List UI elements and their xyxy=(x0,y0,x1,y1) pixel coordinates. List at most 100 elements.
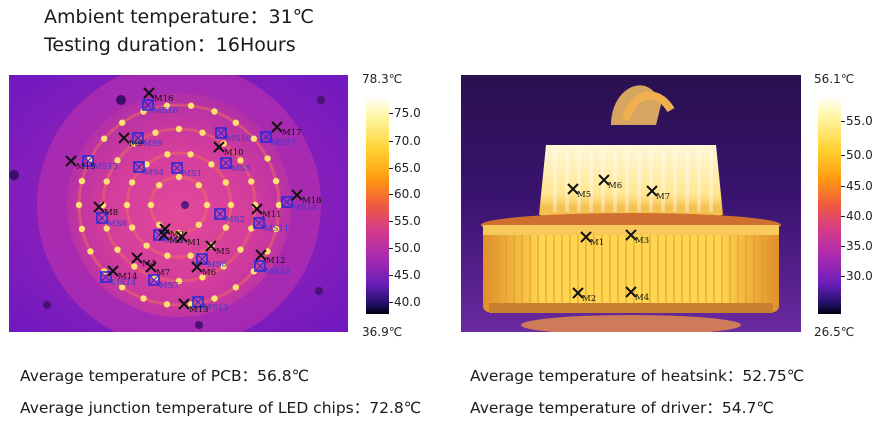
marker-label-m5: M5 xyxy=(216,247,230,257)
colorbar-tick-mark xyxy=(389,113,393,114)
marker-m7-cross xyxy=(145,261,157,273)
colorbar-tick-label: 65.0 xyxy=(394,161,421,175)
marker-ms16-box xyxy=(142,99,154,111)
marker-ms4-box xyxy=(133,161,145,173)
marker-ms9-box xyxy=(132,132,144,144)
colorbar-tick-label: 50.0 xyxy=(846,148,873,162)
marker-m4-cross xyxy=(131,252,143,264)
marker-label-ms6: MS6 xyxy=(207,260,227,270)
marker-m1-cross xyxy=(176,231,188,243)
heatsink-marker-label-m3: M3 xyxy=(635,236,649,246)
marker-m15-cross xyxy=(65,155,77,167)
marker-label-ms3: MS3 xyxy=(164,236,184,246)
colorbar-tick-mark xyxy=(841,216,845,217)
colorbar-tick-mark xyxy=(389,221,393,222)
ambient-temperature: Ambient temperature：31℃ xyxy=(44,6,315,28)
marker-ms10-box xyxy=(215,127,227,139)
marker-m9-cross xyxy=(118,132,130,144)
colorbar-tick-mark xyxy=(389,275,393,276)
marker-ms5-box xyxy=(220,157,232,169)
marker-label-ms11: MS11 xyxy=(264,224,289,234)
marker-m6-cross xyxy=(191,261,203,273)
marker-ms17-box xyxy=(260,131,272,143)
left-scale-min: 36.9℃ xyxy=(362,325,403,339)
heatsink-marker-label-m4: M4 xyxy=(635,293,649,303)
marker-m13-cross xyxy=(178,298,190,310)
marker-label-m11: M11 xyxy=(262,210,282,220)
marker-ms12-box xyxy=(254,260,266,272)
colorbar-tick-label: 45.0 xyxy=(394,268,421,282)
marker-label-m8: M8 xyxy=(104,208,118,218)
marker-label-ms14: MS14 xyxy=(111,278,136,288)
marker-m3-cross xyxy=(158,229,170,241)
marker-label-m14: M14 xyxy=(118,272,138,282)
marker-label-ms15: MS15 xyxy=(93,162,118,172)
heatsink-marker-label-m2: M2 xyxy=(582,294,596,304)
marker-m14-cross xyxy=(107,265,119,277)
marker-label-ms7: MS7 xyxy=(159,281,179,291)
colorbar-tick-label: 40.0 xyxy=(394,295,421,309)
colorbar-tick-label: 45.0 xyxy=(846,179,873,193)
right-scale-min: 26.5℃ xyxy=(814,325,855,339)
colorbar-tick-label: 50.0 xyxy=(394,241,421,255)
colorbar-tick-mark xyxy=(389,194,393,195)
marker-ms7-box xyxy=(148,274,160,286)
marker-ms6-box xyxy=(196,253,208,265)
marker-label-ms1: MS1 xyxy=(182,169,202,179)
heatsink-marker-label-m5: M5 xyxy=(577,190,591,200)
marker-ms8-box xyxy=(96,212,108,224)
heatsink-marker-m1 xyxy=(580,231,592,243)
colorbar-tick-label: 40.0 xyxy=(846,209,873,223)
marker-label-m16: M16 xyxy=(154,94,174,104)
left-colorbar xyxy=(366,96,389,314)
marker-m5-cross xyxy=(205,240,217,252)
marker-label-m12: M12 xyxy=(266,256,286,266)
colorbar-tick-label: 55.0 xyxy=(846,114,873,128)
colorbar-tick-mark xyxy=(389,248,393,249)
heatsink-marker-m2 xyxy=(572,287,584,299)
marker-m8-cross xyxy=(93,201,105,213)
colorbar-tick-label: 60.0 xyxy=(394,187,421,201)
marker-m17-cross xyxy=(271,121,283,133)
marker-label-ms2: MS2 xyxy=(225,215,245,225)
marker-label-m18: M18 xyxy=(302,196,322,206)
right-thermal-image: M1 M2 M3 M4 M5 M6 M7 xyxy=(461,75,801,332)
colorbar-tick-mark xyxy=(841,186,845,187)
heatsink-average-caption: Average temperature of heatsink：52.75℃ xyxy=(470,367,805,385)
marker-ms15-box xyxy=(82,155,94,167)
marker-ms18-box xyxy=(281,196,293,208)
colorbar-tick-label: 30.0 xyxy=(846,269,873,283)
colorbar-tick-mark xyxy=(389,141,393,142)
pcb-average-caption: Average temperature of PCB：56.8℃ xyxy=(20,367,310,385)
marker-ms2-box xyxy=(214,208,226,220)
right-thermal-svg: M1 M2 M3 M4 M5 M6 M7 xyxy=(461,75,801,332)
heatsink-marker-m4 xyxy=(625,286,637,298)
heatsink-marker-label-m6: M6 xyxy=(608,181,622,191)
testing-duration: Testing duration：16Hours xyxy=(44,34,296,56)
colorbar-tick-mark xyxy=(389,302,393,303)
heatsink-marker-m3 xyxy=(625,229,637,241)
marker-label-ms18: MS18 xyxy=(292,203,317,213)
marker-label-m2: M2 xyxy=(170,230,184,240)
marker-label-ms13: MS13 xyxy=(203,303,228,313)
marker-label-m10: M10 xyxy=(224,148,244,158)
colorbar-tick-mark xyxy=(841,155,845,156)
marker-label-m13: M13 xyxy=(189,305,209,315)
colorbar-tick-mark xyxy=(389,168,393,169)
marker-label-ms16: MS16 xyxy=(153,106,178,116)
marker-m16-cross xyxy=(143,87,155,99)
marker-label-m7: M7 xyxy=(156,268,170,278)
marker-m11-cross xyxy=(251,203,263,215)
left-thermal-image: MS1 MS2 MS3 MS4 MS5 MS6 MS7 MS8 MS9 MS10 MS11 MS12 M… xyxy=(9,75,348,332)
marker-ms1-box xyxy=(171,162,183,174)
colorbar-tick-label: 35.0 xyxy=(846,239,873,253)
led-junction-caption: Average junction temperature of LED chip… xyxy=(20,399,422,417)
marker-label-m15: M15 xyxy=(76,162,96,172)
marker-m12-cross xyxy=(255,249,267,261)
marker-ms11-box xyxy=(253,217,265,229)
marker-label-ms12: MS12 xyxy=(265,267,290,277)
colorbar-tick-label: 70.0 xyxy=(394,134,421,148)
marker-label-m3: M3 xyxy=(169,236,183,246)
